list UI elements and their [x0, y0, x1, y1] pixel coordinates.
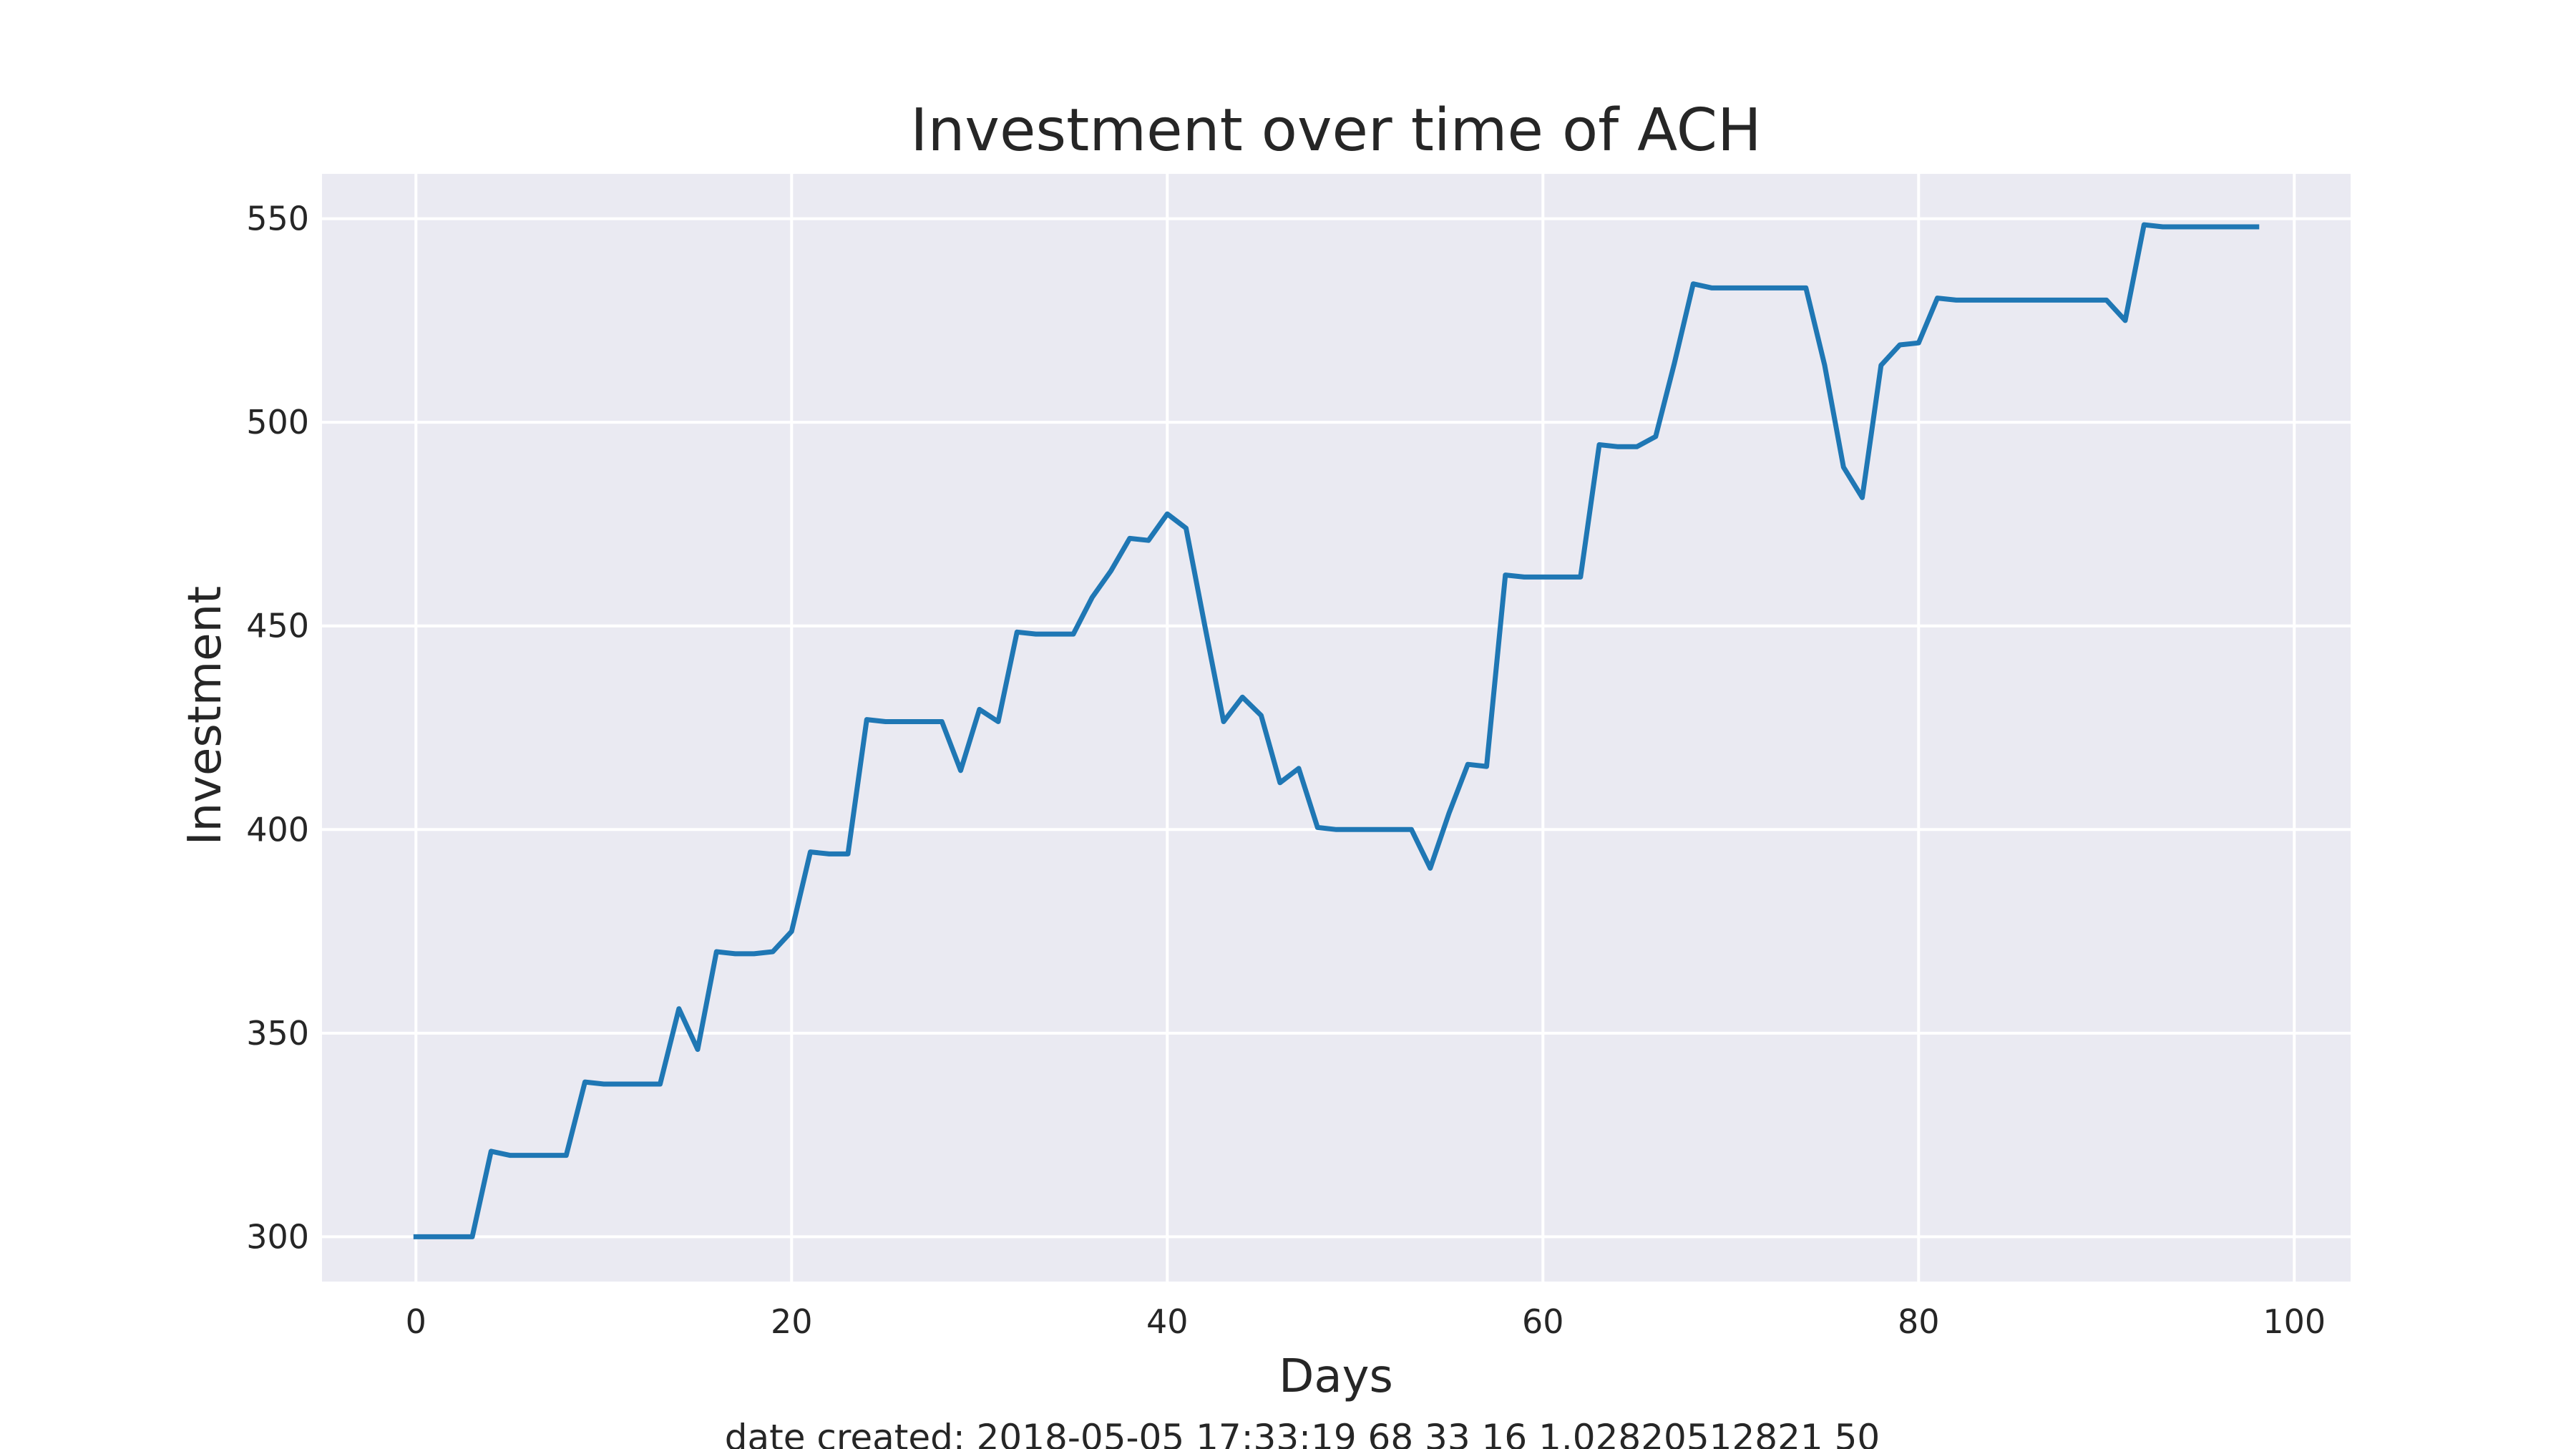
y-tick-label: 450 — [246, 607, 309, 645]
y-tick-label: 550 — [246, 200, 309, 238]
y-axis-label: Investment — [179, 586, 232, 846]
chart-title: Investment over time of ACH — [910, 97, 1761, 165]
x-tick-label: 0 — [406, 1302, 426, 1341]
x-tick-labels: 0 20 40 60 80 100 — [406, 1302, 2326, 1341]
x-tick-label: 40 — [1146, 1302, 1189, 1341]
plot-area — [322, 174, 2351, 1282]
x-tick-label: 80 — [1898, 1302, 1940, 1341]
x-axis-label: Days — [1279, 1350, 1393, 1403]
y-tick-label: 350 — [246, 1014, 309, 1053]
x-tick-label: 100 — [2263, 1302, 2326, 1341]
y-tick-label: 300 — [246, 1217, 309, 1256]
series-line — [413, 222, 2260, 1239]
x-tick-label: 60 — [1522, 1302, 1564, 1341]
series-group — [413, 222, 2260, 1239]
y-tick-labels: 300 350 400 450 500 550 — [246, 200, 309, 1257]
y-tick-label: 500 — [246, 403, 309, 441]
date-caption: date created: 2018-05-05 17:33:19 68 33 … — [725, 1417, 1880, 1449]
y-tick-label: 400 — [246, 810, 309, 849]
x-tick-label: 20 — [771, 1302, 813, 1341]
